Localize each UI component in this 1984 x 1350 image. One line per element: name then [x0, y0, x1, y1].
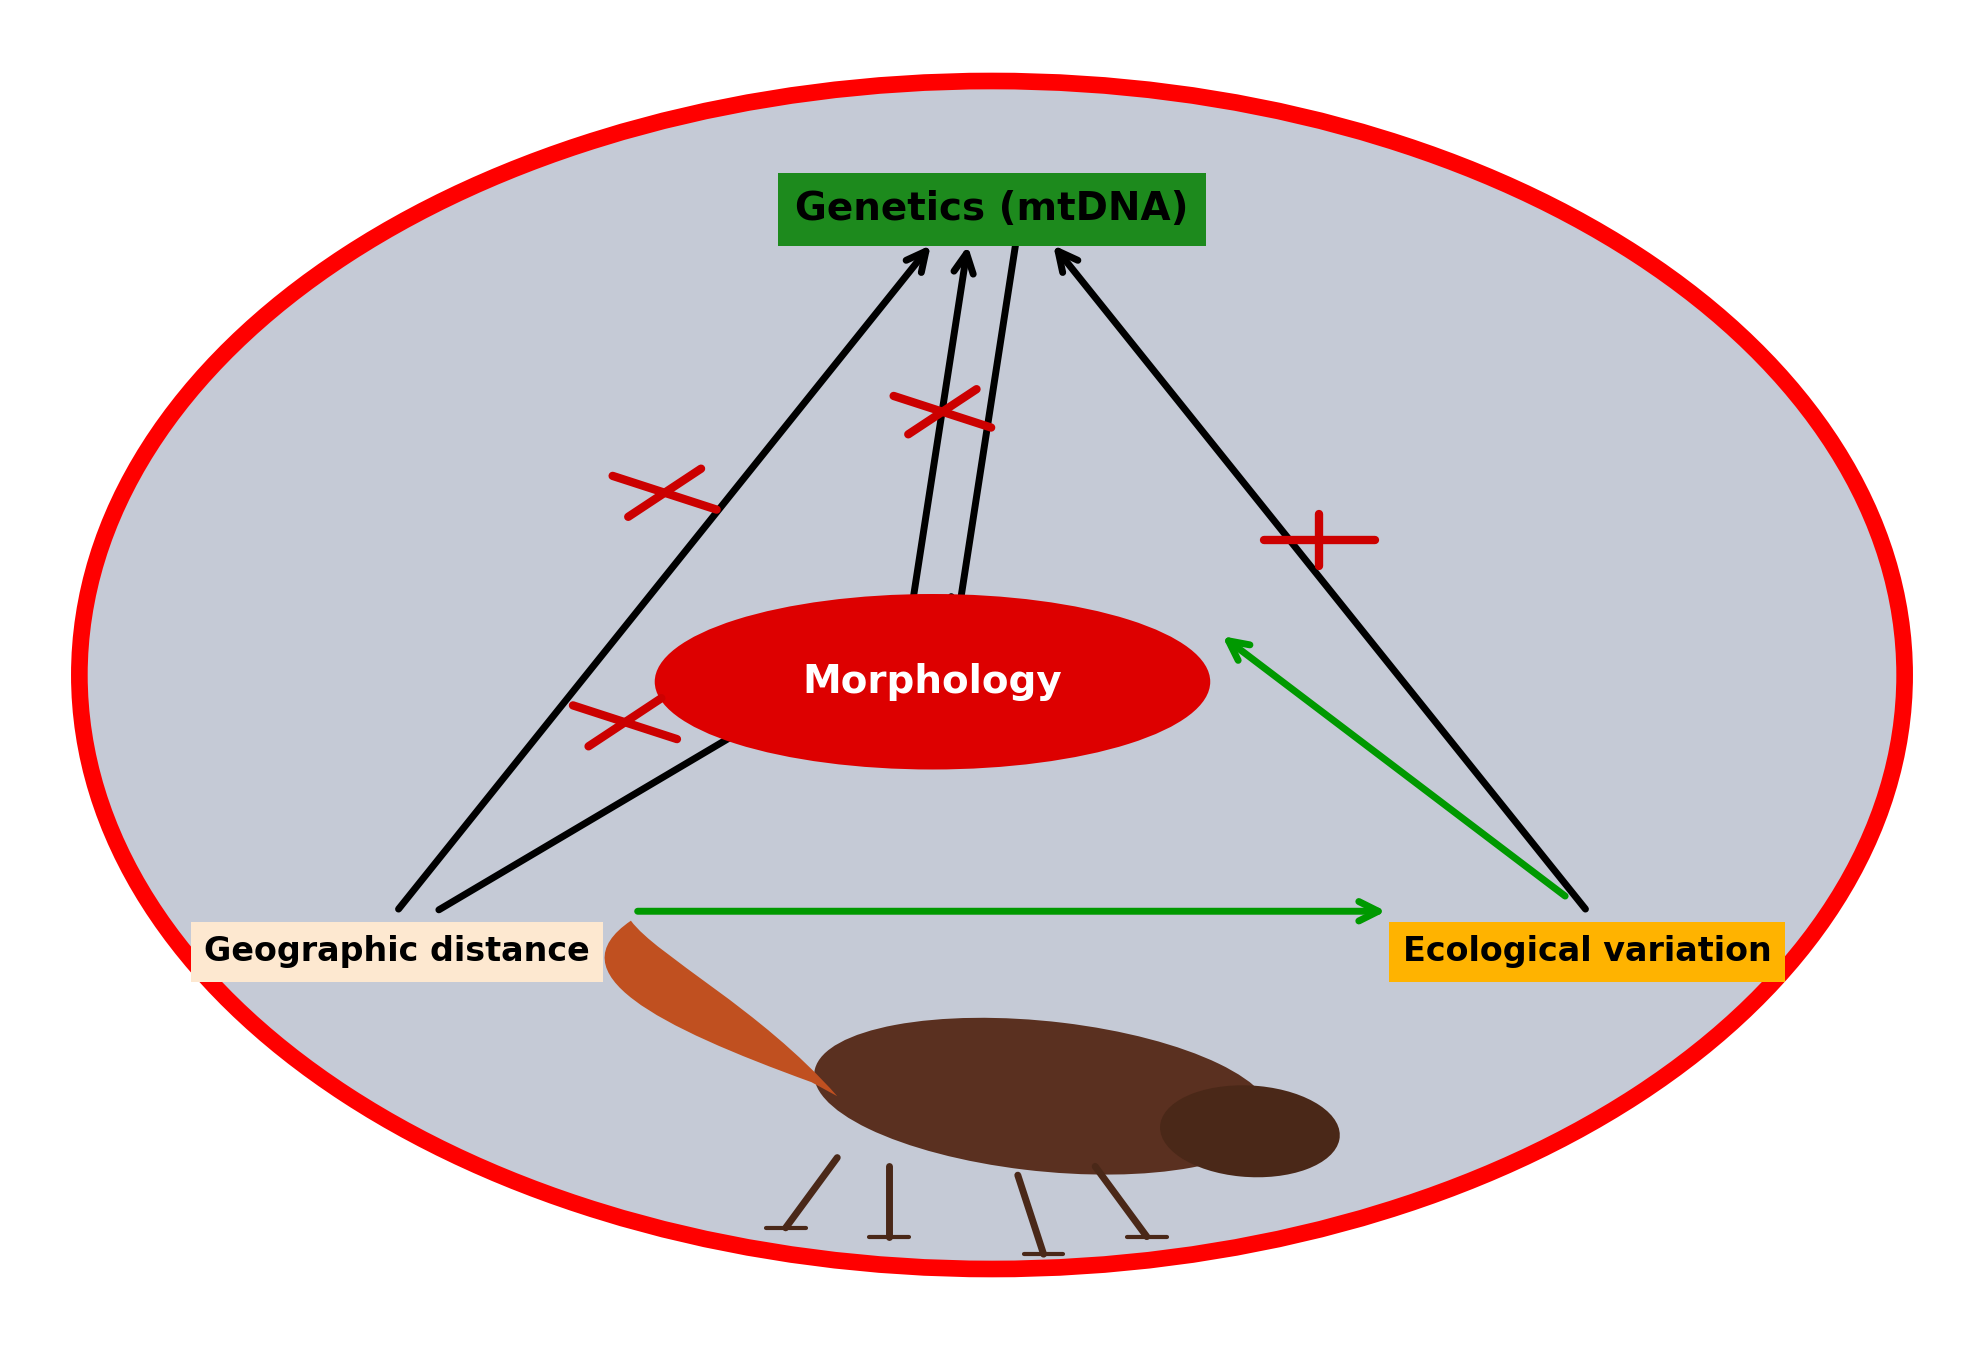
Text: Geographic distance: Geographic distance	[204, 936, 589, 968]
Ellipse shape	[1161, 1085, 1339, 1177]
Ellipse shape	[655, 594, 1210, 770]
Text: Genetics (mtDNA): Genetics (mtDNA)	[796, 190, 1188, 228]
Text: Ecological variation: Ecological variation	[1403, 936, 1772, 968]
PathPatch shape	[605, 921, 837, 1096]
Ellipse shape	[813, 1018, 1274, 1174]
Ellipse shape	[79, 81, 1905, 1269]
Text: Morphology: Morphology	[804, 663, 1061, 701]
